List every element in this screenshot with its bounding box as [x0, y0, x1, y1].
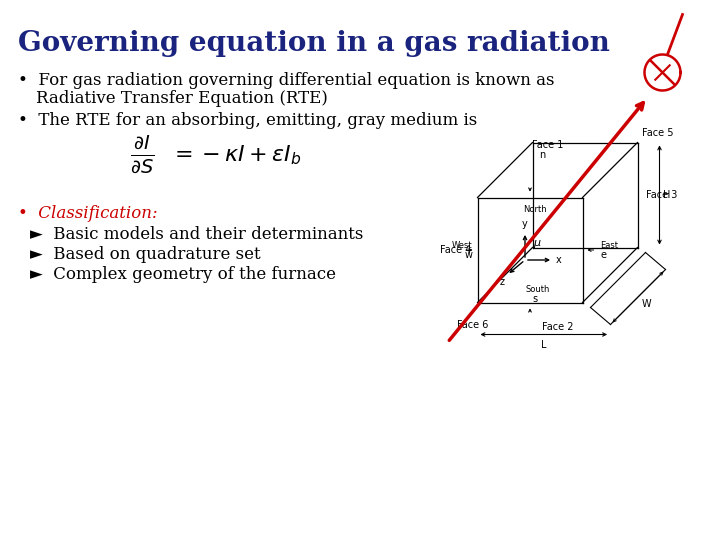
Text: •  Classification:: • Classification: [18, 205, 158, 222]
Text: $\frac{\partial I}{\partial S}$: $\frac{\partial I}{\partial S}$ [130, 134, 154, 176]
Text: z: z [500, 277, 505, 287]
Text: North: North [523, 206, 546, 214]
Text: South: South [526, 285, 550, 294]
Text: Face 5: Face 5 [642, 127, 674, 138]
Text: w: w [464, 250, 472, 260]
Text: ►  Complex geometry of the furnace: ► Complex geometry of the furnace [30, 266, 336, 283]
Text: H: H [664, 190, 671, 200]
Text: y: y [522, 219, 528, 229]
Text: $= -\kappa I + \varepsilon I_b$: $= -\kappa I + \varepsilon I_b$ [170, 143, 301, 167]
Text: $\mu$: $\mu$ [533, 238, 541, 250]
Text: West: West [452, 240, 472, 249]
Text: Face 3: Face 3 [647, 190, 678, 200]
Text: W: W [642, 299, 652, 309]
Text: Face 2: Face 2 [541, 322, 573, 333]
Text: East: East [600, 240, 618, 249]
Text: •  For gas radiation governing differential equation is known as: • For gas radiation governing differenti… [18, 72, 554, 89]
Text: Radiative Transfer Equation (RTE): Radiative Transfer Equation (RTE) [36, 90, 328, 107]
Text: ►  Based on quadrature set: ► Based on quadrature set [30, 246, 261, 263]
Text: Governing equation in a gas radiation: Governing equation in a gas radiation [18, 30, 610, 57]
Text: •  The RTE for an absorbing, emitting, gray medium is: • The RTE for an absorbing, emitting, gr… [18, 112, 477, 129]
Text: Face 1: Face 1 [532, 140, 563, 150]
Text: x: x [556, 255, 562, 265]
Text: ►  Basic models and their determinants: ► Basic models and their determinants [30, 226, 364, 243]
Text: s: s [532, 294, 538, 305]
Text: n: n [539, 151, 546, 160]
Text: L: L [541, 340, 546, 349]
Text: Face 6: Face 6 [456, 321, 488, 330]
Text: e: e [600, 250, 606, 260]
Text: Face 4: Face 4 [439, 245, 471, 255]
